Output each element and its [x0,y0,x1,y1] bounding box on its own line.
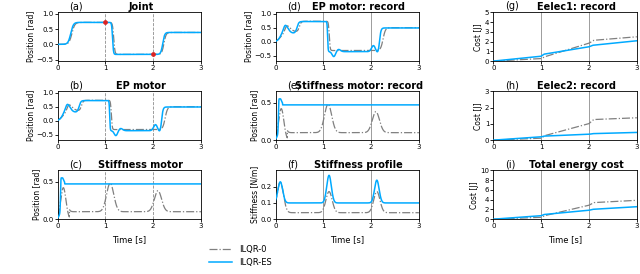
Title: EP motor: EP motor [116,81,166,91]
Text: (c): (c) [69,159,82,169]
Text: (d): (d) [287,1,301,11]
Text: (b): (b) [69,80,83,90]
Title: Joint: Joint [128,2,154,12]
Y-axis label: Cost [J]: Cost [J] [474,23,483,50]
Title: Eelec2: record: Eelec2: record [537,81,616,91]
Y-axis label: Cost [J]: Cost [J] [470,181,479,209]
Y-axis label: Position [rad]: Position [rad] [32,169,41,221]
Title: Stiffness motor: Stiffness motor [99,160,183,170]
X-axis label: Time [s]: Time [s] [330,235,364,244]
Y-axis label: Position [rad]: Position [rad] [244,11,253,62]
Title: Eelec1: record: Eelec1: record [537,2,616,12]
Text: (g): (g) [505,1,518,11]
Title: Stiffness motor: record: Stiffness motor: record [294,81,423,91]
Title: EP motor: record: EP motor: record [312,2,405,12]
Title: Stiffness profile: Stiffness profile [314,160,403,170]
Y-axis label: Position [rad]: Position [rad] [26,90,35,141]
Legend: ILQR-0, ILQR-ES: ILQR-0, ILQR-ES [209,245,271,267]
X-axis label: Time [s]: Time [s] [112,235,147,244]
Text: (i): (i) [505,159,515,169]
Title: Total energy cost: Total energy cost [529,160,624,170]
Text: (a): (a) [69,1,83,11]
Y-axis label: Cost [J]: Cost [J] [474,102,483,130]
Text: (e): (e) [287,80,301,90]
Text: (h): (h) [505,80,519,90]
Text: (f): (f) [287,159,298,169]
X-axis label: Time [s]: Time [s] [548,235,582,244]
Y-axis label: Position [rad]: Position [rad] [26,11,35,62]
Y-axis label: Position [rad]: Position [rad] [250,90,259,141]
Y-axis label: Stiffness [N/m]: Stiffness [N/m] [250,166,259,223]
